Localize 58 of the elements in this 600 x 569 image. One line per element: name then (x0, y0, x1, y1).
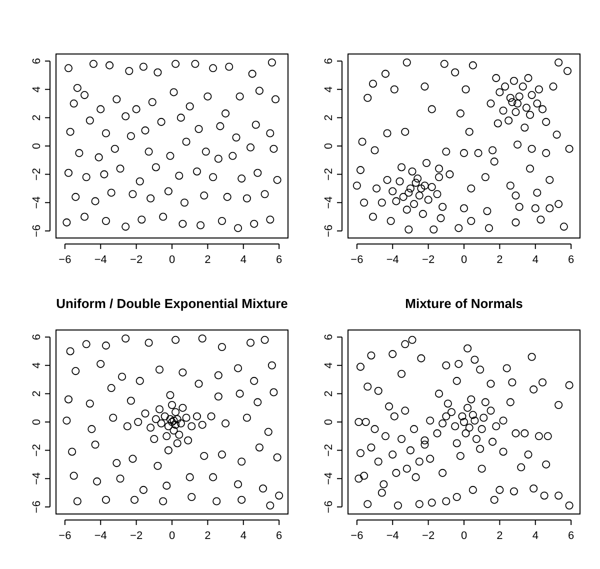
y-tick-label: 0 (323, 418, 335, 426)
y-tick-label: −2 (31, 168, 43, 181)
y-tick-label: 2 (323, 390, 335, 397)
y-tick-label: −6 (323, 500, 335, 514)
x-tick-label: 2 (496, 530, 503, 542)
x-tick-label: 2 (204, 530, 211, 542)
x-tick-label: 4 (532, 254, 538, 266)
y-tick-label: −2 (323, 444, 335, 457)
x-tick-label: −2 (130, 530, 143, 542)
x-tick-label: −4 (386, 254, 399, 266)
x-tick-label: 0 (168, 530, 176, 542)
y-tick-label: −6 (31, 224, 43, 238)
x-tick-label: 2 (496, 254, 503, 266)
y-tick-label: 4 (31, 362, 43, 368)
y-tick-label: 2 (31, 390, 43, 397)
y-tick-label: −2 (323, 168, 335, 181)
x-tick-label: −2 (422, 530, 435, 542)
y-tick-label: −4 (31, 196, 43, 209)
y-tick-label: −2 (31, 444, 43, 457)
x-tick-label: −4 (386, 530, 399, 542)
x-tick-label: 4 (240, 254, 246, 266)
y-tick-label: 2 (31, 114, 43, 121)
x-tick-label: −6 (350, 530, 364, 542)
y-tick-label: 0 (31, 142, 43, 150)
x-tick-label: 4 (240, 530, 246, 542)
x-tick-label: 4 (532, 530, 538, 542)
x-tick-label: −6 (350, 254, 364, 266)
y-tick-label: 4 (323, 86, 335, 92)
y-tick-label: 0 (323, 142, 335, 150)
x-tick-label: −6 (58, 254, 72, 266)
y-tick-label: 6 (31, 58, 43, 64)
y-tick-label: 6 (323, 58, 335, 64)
x-tick-label: −2 (422, 254, 435, 266)
y-tick-label: −6 (31, 500, 43, 514)
y-tick-label: 4 (323, 362, 335, 368)
x-tick-label: 6 (568, 254, 574, 266)
chart-title: Uniform / Double Exponential Mixture (56, 296, 288, 311)
x-tick-label: 6 (276, 530, 282, 542)
y-tick-label: −4 (323, 472, 335, 485)
y-tick-label: 0 (31, 418, 43, 426)
x-tick-label: 6 (568, 530, 574, 542)
y-tick-label: 4 (31, 86, 43, 92)
x-tick-label: −6 (58, 530, 72, 542)
x-tick-label: −4 (94, 254, 107, 266)
x-tick-label: 6 (276, 254, 282, 266)
y-tick-label: −4 (31, 472, 43, 485)
y-tick-label: 2 (323, 114, 335, 121)
y-tick-label: −6 (323, 224, 335, 238)
chart-title: Mixture of Normals (405, 296, 523, 311)
x-tick-label: −2 (130, 254, 143, 266)
y-tick-label: −4 (323, 196, 335, 209)
x-tick-label: 0 (460, 530, 468, 542)
y-tick-label: 6 (323, 334, 335, 340)
x-tick-label: 2 (204, 254, 211, 266)
x-tick-label: 0 (168, 254, 176, 266)
x-tick-label: 0 (460, 254, 468, 266)
y-tick-label: 6 (31, 334, 43, 340)
x-tick-label: −4 (94, 530, 107, 542)
